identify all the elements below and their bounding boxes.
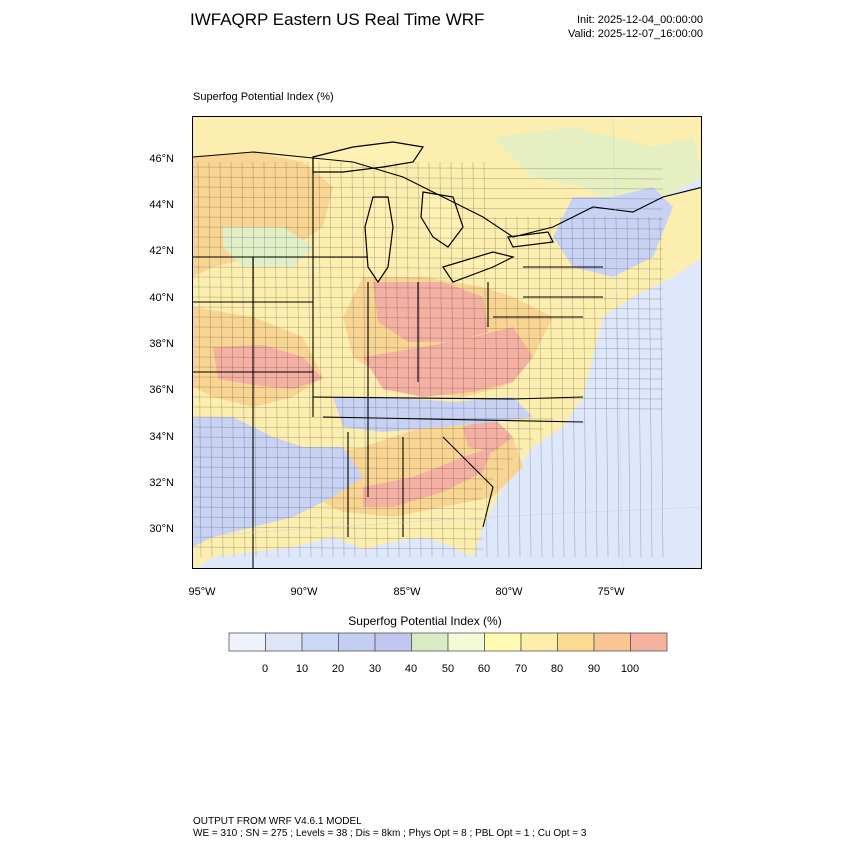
colorbar-box — [630, 632, 668, 652]
map-panel — [192, 116, 702, 569]
colorbar-label: 40 — [404, 663, 418, 675]
lat-label: 42°N — [149, 245, 174, 257]
colorbar-label: 60 — [477, 663, 491, 675]
canada-green-band — [493, 127, 701, 205]
lat-label: 36°N — [149, 384, 174, 396]
colorbar-box — [484, 632, 522, 652]
colorbar-box — [301, 632, 339, 652]
superfog-map — [193, 117, 701, 568]
high-zone-kentucky — [363, 327, 533, 397]
init-time: Init: 2025-12-04_00:00:00 — [577, 14, 703, 26]
low-zone-tennessee — [333, 397, 533, 432]
colorbar-box — [411, 632, 449, 652]
valid-time: Valid: 2025-12-07_16:00:00 — [568, 28, 703, 40]
colorbar-label: 10 — [295, 663, 309, 675]
lake-superior — [312, 141, 425, 173]
colorbar-label: 100 — [620, 663, 640, 675]
lat-label: 38°N — [149, 338, 174, 350]
lat-label: 40°N — [149, 292, 174, 304]
county-boundaries — [193, 161, 664, 558]
lon-label: 75°W — [597, 586, 625, 598]
colorbar-label: 70 — [514, 663, 528, 675]
colorbar-box — [374, 632, 412, 652]
high-zone-alabama — [363, 447, 493, 507]
lake-huron — [420, 191, 464, 248]
colorbar-label: 50 — [441, 663, 455, 675]
colorbar-title: Superfog Potential Index (%) — [348, 614, 502, 628]
lat-label: 46°N — [149, 153, 174, 165]
low-zone-northeast — [553, 187, 673, 277]
lat-label: 30°N — [149, 523, 174, 535]
colorbar-box — [338, 632, 376, 652]
graticule — [193, 117, 701, 568]
lon-label: 95°W — [188, 586, 216, 598]
lon-label: 85°W — [393, 586, 421, 598]
lon-label: 90°W — [290, 586, 318, 598]
lat-label: 32°N — [149, 477, 174, 489]
colorbar-box — [228, 632, 266, 652]
high-zone-missouri — [213, 345, 323, 389]
lat-label: 34°N — [149, 431, 174, 443]
colorbar-label: 20 — [331, 663, 345, 675]
lat-label: 44°N — [149, 199, 174, 211]
run-info: Init: 2025-12-04_00:00:00 Valid: 2025-12… — [568, 13, 703, 41]
colorbar-box — [557, 632, 595, 652]
low-zone-gulf — [193, 417, 363, 547]
model-footer: OUTPUT FROM WRF V4.6.1 MODEL WE = 310 ; … — [193, 816, 586, 840]
colorbar-box — [593, 632, 631, 652]
colorbar — [228, 632, 668, 652]
colorbar-box — [447, 632, 485, 652]
high-zone-indiana — [373, 282, 488, 342]
lake-michigan — [364, 196, 394, 284]
footer-config-line: WE = 310 ; SN = 275 ; Levels = 38 ; Dis … — [193, 828, 587, 839]
county-lines — [193, 161, 664, 558]
colorbar-box — [265, 632, 303, 652]
colorbar-box — [520, 632, 558, 652]
footer-model-line: OUTPUT FROM WRF V4.6.1 MODEL — [193, 816, 362, 827]
colorbar-label: 80 — [550, 663, 564, 675]
colorbar-label: 0 — [261, 663, 269, 675]
colorbar-label: 90 — [587, 663, 601, 675]
plot-title: Superfog Potential Index (%) — [193, 91, 334, 103]
lon-label: 80°W — [495, 586, 523, 598]
high-zone-carolina — [463, 417, 513, 452]
colorbar-label: 30 — [368, 663, 382, 675]
main-title: IWFAQRP Eastern US Real Time WRF — [190, 10, 485, 29]
